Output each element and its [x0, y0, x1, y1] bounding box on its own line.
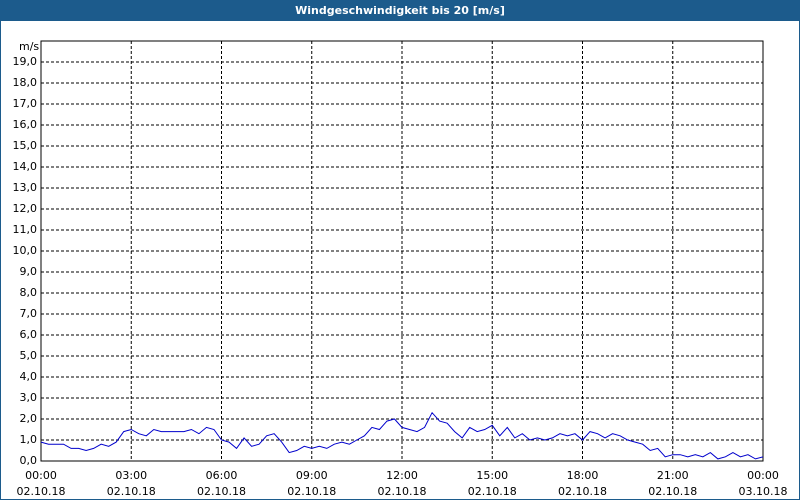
y-tick-label: 10,0 [13, 244, 38, 257]
x-tick-label: 00:00 02.10.18 [16, 469, 66, 498]
x-tick-label: 12:00 02.10.18 [377, 469, 427, 498]
y-tick-label: 5,0 [20, 349, 38, 362]
y-tick-label: 8,0 [20, 286, 38, 299]
y-tick-label: 1,0 [20, 433, 38, 446]
y-tick-label: 6,0 [20, 328, 38, 341]
y-axis-unit: m/s [19, 40, 39, 53]
x-tick-label: 15:00 02.10.18 [467, 469, 517, 498]
x-tick-label: 00:00 03.10.18 [738, 469, 788, 498]
y-tick-label: 9,0 [20, 265, 38, 278]
y-tick-label: 4,0 [20, 370, 38, 383]
y-tick-label: 14,0 [13, 160, 38, 173]
x-tick-label: 06:00 02.10.18 [197, 469, 246, 498]
y-tick-label: 13,0 [13, 181, 38, 194]
x-tick-label: 21:00 02.10.18 [648, 469, 698, 498]
x-tick-label: 09:00 02.10.18 [287, 469, 337, 498]
y-tick-label: 19,0 [13, 55, 38, 68]
y-tick-label: 16,0 [13, 118, 38, 131]
y-tick-label: 18,0 [13, 76, 38, 89]
data-line [40, 411, 764, 460]
y-tick-label: 7,0 [20, 307, 38, 320]
x-tick-label: 18:00 02.10.18 [558, 469, 607, 498]
y-tick-label: 2,0 [20, 412, 38, 425]
x-tick-label: 03:00 02.10.18 [106, 469, 156, 498]
plot-frame [40, 40, 764, 462]
y-tick-label: 17,0 [13, 97, 38, 110]
title-bar: Windgeschwindigkeit bis 20 [m/s] [1, 1, 799, 21]
y-tick-label: 0,0 [20, 454, 38, 467]
y-tick-label: 3,0 [20, 391, 38, 404]
y-tick-label: 11,0 [13, 223, 38, 236]
y-tick-label: 15,0 [13, 139, 38, 152]
y-tick-label: 12,0 [13, 202, 38, 215]
